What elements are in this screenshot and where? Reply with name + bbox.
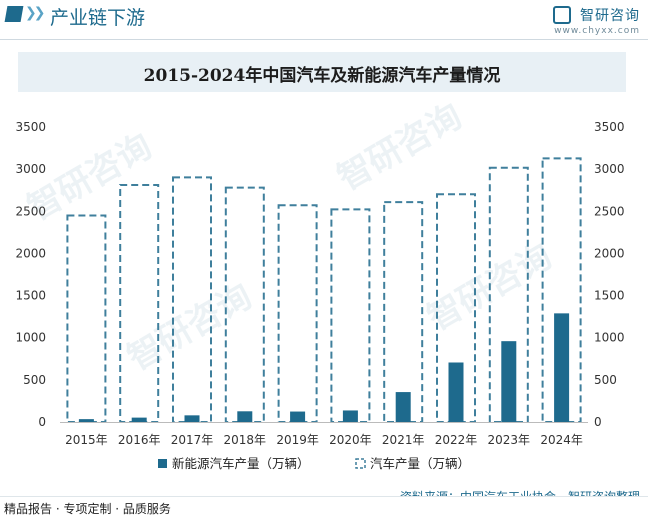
y-tick-label-left: 1000 [15,331,46,345]
y-tick-label-right: 3500 [594,120,625,134]
brand-url: www.chyxx.com [554,25,640,36]
y-tick-label-left: 2500 [15,204,46,218]
bar-nev-production [501,341,517,422]
bar-car-production [224,186,265,423]
y-axis-left: 0 500 1000 1500 2000 2500 3000 3500 [15,120,46,429]
y-tick-label-left: 3500 [15,120,46,134]
brand-logo-icon [552,5,571,24]
y-tick-label-right: 500 [594,373,617,387]
bar-nev-production [290,411,306,422]
x-tick-label: 2017年 [171,433,214,447]
bar-nev-production [554,313,570,422]
legend-swatch-car [355,458,366,469]
double-chevron-icon: ❯❯ [25,5,46,21]
bar-car-production [277,204,318,423]
x-tick-label: 2021年 [382,433,425,447]
x-tick-label: 2015年 [65,433,108,447]
brand-name: 智研咨询 [580,7,640,24]
bar-nev-production [448,362,464,422]
section-title: 产业链下游 [50,7,146,29]
x-tick-label: 2024年 [540,433,583,447]
chart-title-box: 2015-2024年中国汽车及新能源汽车产量情况 [18,52,626,92]
chart-title: 2015-2024年中国汽车及新能源汽车产量情况 [143,66,501,86]
y-tick-label-left: 500 [23,373,46,387]
y-tick-label-left: 1500 [15,289,46,303]
legend-label-car: 汽车产量（万辆） [370,456,470,471]
legend-swatch-nev [158,459,167,468]
y-tick-label-right: 0 [594,415,602,429]
y-tick-label-left: 0 [38,415,46,429]
bar-car-production [330,208,371,423]
x-tick-label: 2023年 [488,433,531,447]
bar-nev-production [184,415,200,422]
x-tick-label: 2016年 [118,433,161,447]
bar-nev-production [237,411,253,422]
y-tick-label-right: 1000 [594,331,625,345]
bar-series [66,157,582,423]
bar-car-production [66,214,107,423]
bar-nev-production [342,410,358,422]
y-tick-label-right: 2000 [594,246,625,260]
top-bar: ❯❯ 产业链下游 智研咨询 www.chyxx.com [0,0,648,40]
bar-car-production [172,176,212,423]
legend: 新能源汽车产量（万辆） 汽车产量（万辆） [158,456,470,471]
y-axis-right: 0 500 1000 1500 2000 2500 3000 3500 [594,120,625,429]
x-tick-label: 2019年 [276,433,319,447]
footer-tagline: 精品报告 · 专项定制 · 品质服务 [4,502,171,516]
bottom-bar: 精品报告 · 专项定制 · 品质服务 [0,496,648,520]
y-tick-label-left: 2000 [15,246,46,260]
x-tick-label: 2022年 [435,433,478,447]
brand: 智研咨询 www.chyxx.com [552,4,640,36]
x-axis: 2015年 2016年 2017年 2018年 2019年 2020年 2021年 2022年… [60,422,588,447]
bar-car-production [119,183,160,423]
y-tick-label-left: 3000 [15,162,46,176]
bar-nev-production [131,417,147,422]
bar-nev-production [78,419,94,422]
legend-label-nev: 新能源汽车产量（万辆） [172,456,310,471]
y-tick-label-right: 2500 [594,204,625,218]
y-tick-label-right: 3000 [594,162,625,176]
x-tick-label: 2018年 [224,433,267,447]
x-tick-label: 2020年 [329,433,372,447]
top-divider [0,39,648,40]
bar-nev-production [395,392,411,422]
y-tick-label-right: 1500 [594,289,625,303]
bar-car-production [383,201,424,423]
